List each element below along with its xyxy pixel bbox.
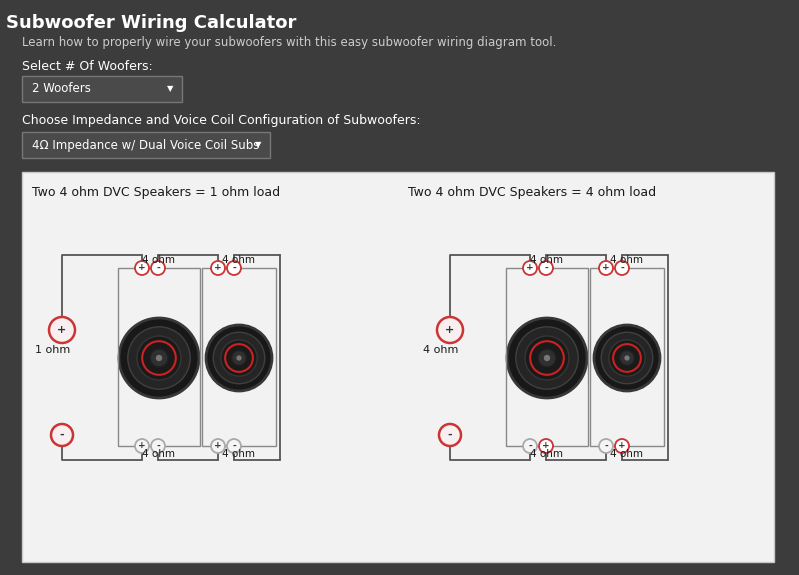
Text: 2 Woofers: 2 Woofers <box>32 82 91 95</box>
Text: ▼: ▼ <box>167 85 173 94</box>
Text: 4 ohm: 4 ohm <box>610 255 643 265</box>
Circle shape <box>539 349 556 367</box>
Text: Two 4 ohm DVC Speakers = 4 ohm load: Two 4 ohm DVC Speakers = 4 ohm load <box>408 186 656 199</box>
Circle shape <box>213 332 264 384</box>
Circle shape <box>237 355 241 361</box>
Circle shape <box>525 336 569 380</box>
Bar <box>22 172 774 562</box>
Bar <box>22 76 182 102</box>
Circle shape <box>151 261 165 275</box>
Circle shape <box>51 424 73 446</box>
Circle shape <box>523 261 537 275</box>
Text: Choose Impedance and Voice Coil Configuration of Subwoofers:: Choose Impedance and Voice Coil Configur… <box>22 114 420 127</box>
Text: +: + <box>602 263 610 273</box>
Text: -: - <box>60 430 64 440</box>
Text: 4 ohm: 4 ohm <box>531 255 563 265</box>
Text: -: - <box>233 442 236 450</box>
Circle shape <box>119 318 199 398</box>
Circle shape <box>156 355 162 361</box>
Text: -: - <box>544 263 548 273</box>
Text: -: - <box>156 442 160 450</box>
Circle shape <box>211 439 225 453</box>
Circle shape <box>624 355 630 361</box>
Text: +: + <box>618 442 626 450</box>
Circle shape <box>150 349 168 367</box>
Circle shape <box>227 439 241 453</box>
Text: 4 ohm: 4 ohm <box>531 449 563 459</box>
Circle shape <box>135 261 149 275</box>
Text: -: - <box>233 263 236 273</box>
Circle shape <box>615 439 629 453</box>
Text: +: + <box>214 442 222 450</box>
Circle shape <box>211 261 225 275</box>
Bar <box>22 132 270 158</box>
Circle shape <box>544 355 551 361</box>
Circle shape <box>620 351 634 365</box>
Text: +: + <box>214 263 222 273</box>
Circle shape <box>539 261 553 275</box>
Text: +: + <box>527 263 534 273</box>
Circle shape <box>599 261 613 275</box>
Text: Two 4 ohm DVC Speakers = 1 ohm load: Two 4 ohm DVC Speakers = 1 ohm load <box>32 186 280 199</box>
Text: 4 ohm: 4 ohm <box>610 449 643 459</box>
Circle shape <box>437 317 463 343</box>
Text: +: + <box>58 325 66 335</box>
Circle shape <box>602 332 653 384</box>
Bar <box>590 268 664 446</box>
Circle shape <box>128 327 190 389</box>
Circle shape <box>599 439 613 453</box>
Text: 4Ω Impedance w/ Dual Voice Coil Subs: 4Ω Impedance w/ Dual Voice Coil Subs <box>32 139 260 151</box>
Circle shape <box>137 336 181 380</box>
Circle shape <box>151 439 165 453</box>
Circle shape <box>609 340 645 376</box>
Bar <box>118 268 200 446</box>
Circle shape <box>232 351 246 365</box>
Text: Subwoofer Wiring Calculator: Subwoofer Wiring Calculator <box>6 14 296 32</box>
Text: -: - <box>528 442 532 450</box>
Text: 4 ohm: 4 ohm <box>222 449 256 459</box>
Text: ▼: ▼ <box>255 140 261 150</box>
Text: 4 ohm: 4 ohm <box>142 449 176 459</box>
Text: Select # Of Woofers:: Select # Of Woofers: <box>22 60 153 73</box>
Text: 4 ohm: 4 ohm <box>142 255 176 265</box>
Text: 4 ohm: 4 ohm <box>423 345 459 355</box>
Circle shape <box>49 317 75 343</box>
Text: -: - <box>447 430 452 440</box>
Circle shape <box>516 327 578 389</box>
Text: 4 ohm: 4 ohm <box>222 255 256 265</box>
Circle shape <box>539 439 553 453</box>
Text: +: + <box>138 442 145 450</box>
Circle shape <box>507 318 587 398</box>
Circle shape <box>221 340 257 376</box>
Text: -: - <box>156 263 160 273</box>
Text: +: + <box>543 442 550 450</box>
Text: -: - <box>604 442 608 450</box>
Circle shape <box>135 439 149 453</box>
Circle shape <box>523 439 537 453</box>
Circle shape <box>615 261 629 275</box>
Text: +: + <box>138 263 145 273</box>
Text: Learn how to properly wire your subwoofers with this easy subwoofer wiring diagr: Learn how to properly wire your subwoofe… <box>22 36 556 49</box>
Bar <box>202 268 276 446</box>
Circle shape <box>439 424 461 446</box>
Circle shape <box>227 261 241 275</box>
Circle shape <box>594 325 660 391</box>
Text: +: + <box>445 325 455 335</box>
Bar <box>506 268 588 446</box>
Circle shape <box>206 325 272 391</box>
Text: 1 ohm: 1 ohm <box>35 345 70 355</box>
Text: -: - <box>620 263 624 273</box>
